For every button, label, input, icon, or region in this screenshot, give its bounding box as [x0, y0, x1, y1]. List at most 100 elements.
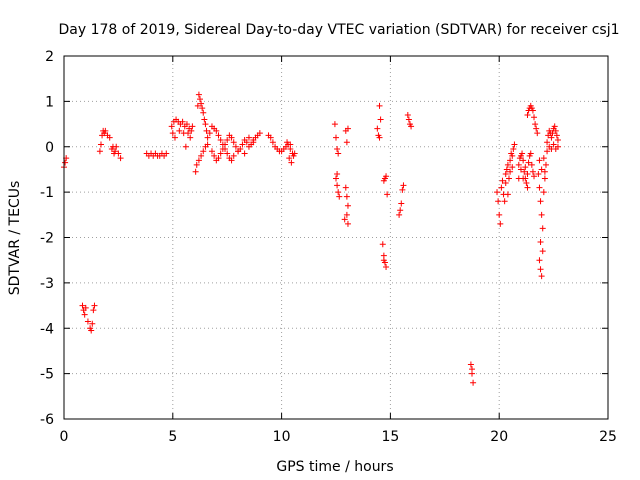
- data-point: [527, 150, 534, 157]
- data-point: [84, 318, 91, 325]
- data-point: [499, 177, 506, 184]
- data-point: [189, 123, 196, 130]
- data-point: [228, 134, 235, 141]
- data-point: [537, 198, 544, 205]
- data-point: [552, 127, 559, 134]
- data-point: [550, 141, 557, 148]
- data-point: [497, 220, 504, 227]
- data-point: [287, 141, 294, 148]
- data-point: [377, 116, 384, 123]
- data-point: [179, 118, 186, 125]
- data-point: [539, 225, 546, 232]
- data-point: [97, 141, 104, 148]
- data-point: [203, 127, 210, 134]
- data-point: [544, 139, 551, 146]
- data-point: [553, 132, 560, 139]
- data-point: [551, 123, 558, 130]
- data-point: [531, 114, 538, 121]
- data-point: [243, 139, 250, 146]
- data-point: [383, 263, 390, 270]
- data-point: [495, 198, 502, 205]
- data-point: [503, 166, 510, 173]
- x-tick-label: 20: [490, 429, 508, 445]
- data-point: [405, 116, 412, 123]
- data-point: [519, 150, 526, 157]
- x-tick-label: 25: [599, 429, 617, 445]
- data-point: [536, 157, 543, 164]
- data-point: [376, 134, 383, 141]
- data-point: [379, 241, 386, 248]
- data-point: [250, 136, 257, 143]
- data-point: [536, 257, 543, 264]
- y-tick-label: -6: [40, 412, 54, 428]
- data-point: [469, 370, 475, 377]
- data-point: [230, 152, 237, 159]
- data-point: [397, 207, 404, 214]
- data-point: [538, 211, 545, 218]
- y-tick-label: 2: [45, 49, 54, 65]
- data-point: [541, 168, 548, 175]
- data-point: [115, 150, 122, 157]
- data-point: [284, 139, 291, 146]
- y-tick-label: -1: [40, 185, 54, 201]
- data-point: [470, 379, 477, 386]
- data-point: [222, 141, 229, 148]
- data-point: [89, 320, 96, 327]
- data-point: [344, 125, 351, 132]
- data-point: [183, 121, 190, 128]
- data-point: [200, 109, 207, 116]
- data-point: [522, 164, 529, 171]
- data-point: [90, 307, 97, 314]
- data-point: [344, 202, 351, 209]
- data-point: [195, 157, 202, 164]
- data-point: [524, 111, 531, 118]
- data-point: [523, 180, 530, 187]
- x-tick-label: 5: [168, 429, 177, 445]
- data-point: [81, 311, 88, 318]
- data-point: [291, 150, 298, 157]
- data-point: [228, 157, 235, 164]
- data-point: [269, 139, 276, 146]
- data-point: [182, 143, 189, 150]
- data-point: [239, 141, 246, 148]
- data-point: [384, 191, 391, 198]
- y-tick-label: -2: [40, 231, 54, 247]
- y-tick-label: 0: [45, 140, 54, 156]
- data-point: [235, 148, 242, 155]
- data-point: [509, 152, 516, 159]
- data-point: [334, 182, 341, 189]
- data-point: [521, 168, 528, 175]
- data-point: [241, 150, 248, 157]
- data-point: [334, 170, 341, 177]
- data-point: [396, 211, 403, 218]
- y-tick-label: -3: [40, 276, 54, 292]
- data-point: [515, 161, 522, 168]
- data-point: [517, 166, 524, 173]
- data-point: [376, 102, 383, 109]
- data-point: [529, 107, 536, 114]
- data-point: [335, 150, 342, 157]
- data-point: [540, 189, 547, 196]
- data-point: [541, 175, 548, 182]
- data-point: [510, 146, 517, 153]
- data-point: [188, 127, 195, 134]
- data-point: [215, 155, 222, 162]
- data-point: [537, 266, 544, 273]
- data-point: [380, 257, 387, 264]
- data-point: [341, 216, 348, 223]
- data-point: [195, 91, 202, 98]
- data-point: [404, 111, 411, 118]
- data-point: [336, 193, 343, 200]
- data-point: [199, 105, 206, 112]
- data-point: [335, 189, 342, 196]
- data-point: [504, 161, 511, 168]
- data-point: [408, 123, 415, 130]
- data-point: [535, 170, 542, 177]
- plot-frame: [63, 55, 609, 420]
- data-point: [117, 155, 124, 162]
- data-point: [256, 130, 263, 137]
- data-point: [494, 189, 501, 196]
- data-point: [102, 127, 109, 134]
